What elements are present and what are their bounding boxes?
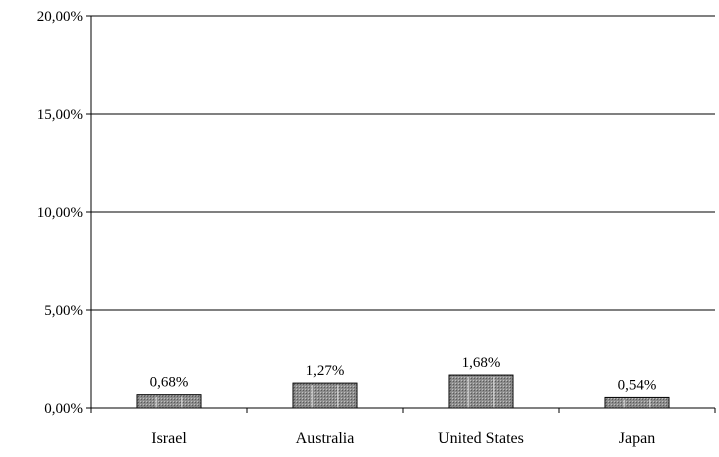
bar-israel [136, 394, 202, 409]
y-tick-label: 10,00% [37, 205, 83, 221]
data-label: 0,68% [150, 375, 189, 391]
data-label: 1,27% [306, 363, 345, 379]
data-label: 1,68% [462, 355, 501, 371]
y-tick-label: 20,00% [37, 9, 83, 25]
data-label: 0,54% [618, 377, 657, 393]
gridlines [91, 15, 715, 311]
y-tick-label: 5,00% [44, 303, 83, 319]
x-tick-label: Japan [619, 430, 655, 447]
x-tick-label: Australia [296, 430, 355, 447]
y-tick-label: 15,00% [37, 107, 83, 123]
labels: 0,00% 5,00% 10,00% 15,00% 20,00% 0,68% Israel 1… [37, 9, 657, 447]
bars [136, 374, 670, 409]
bar-united-states [448, 374, 514, 409]
y-tick-label: 0,00% [44, 401, 83, 417]
bar-japan [604, 396, 670, 409]
x-tick-label: United States [438, 430, 524, 447]
x-tick-label: Israel [151, 430, 187, 447]
axes [86, 15, 716, 413]
bar-australia [292, 382, 358, 409]
